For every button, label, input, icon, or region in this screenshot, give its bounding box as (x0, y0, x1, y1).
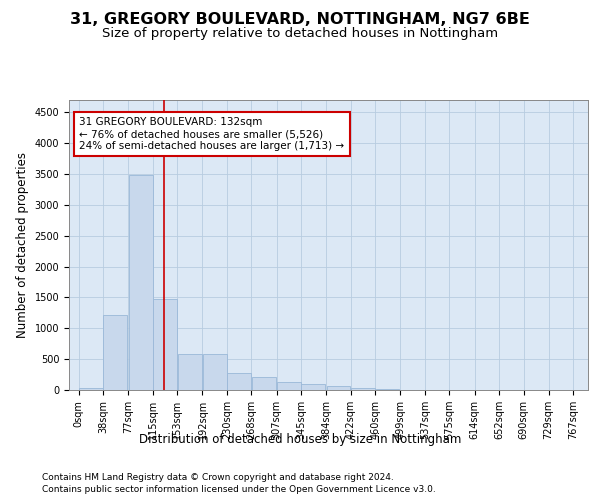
Bar (103, 314, 127, 390)
Bar (178, 354, 202, 390)
Bar (301, 384, 325, 390)
Text: 31 GREGORY BOULEVARD: 132sqm
← 76% of detached houses are smaller (5,526)
24% of: 31 GREGORY BOULEVARD: 132sqm ← 76% of de… (79, 118, 344, 150)
Text: 31, GREGORY BOULEVARD, NOTTINGHAM, NG7 6BE: 31, GREGORY BOULEVARD, NOTTINGHAM, NG7 6… (70, 12, 530, 28)
Bar (128, 176, 152, 390)
Bar (153, 300, 177, 390)
Text: Contains HM Land Registry data © Crown copyright and database right 2024.: Contains HM Land Registry data © Crown c… (42, 472, 394, 482)
Bar (227, 372, 251, 390)
Y-axis label: Number of detached properties: Number of detached properties (16, 152, 29, 338)
Bar (252, 377, 275, 390)
Bar (203, 354, 227, 390)
Bar (351, 388, 375, 390)
Text: Distribution of detached houses by size in Nottingham: Distribution of detached houses by size … (139, 432, 461, 446)
Bar (326, 386, 350, 390)
Text: Contains public sector information licensed under the Open Government Licence v3: Contains public sector information licen… (42, 485, 436, 494)
Bar (79, 388, 103, 390)
Bar (277, 382, 301, 390)
Text: Size of property relative to detached houses in Nottingham: Size of property relative to detached ho… (102, 28, 498, 40)
